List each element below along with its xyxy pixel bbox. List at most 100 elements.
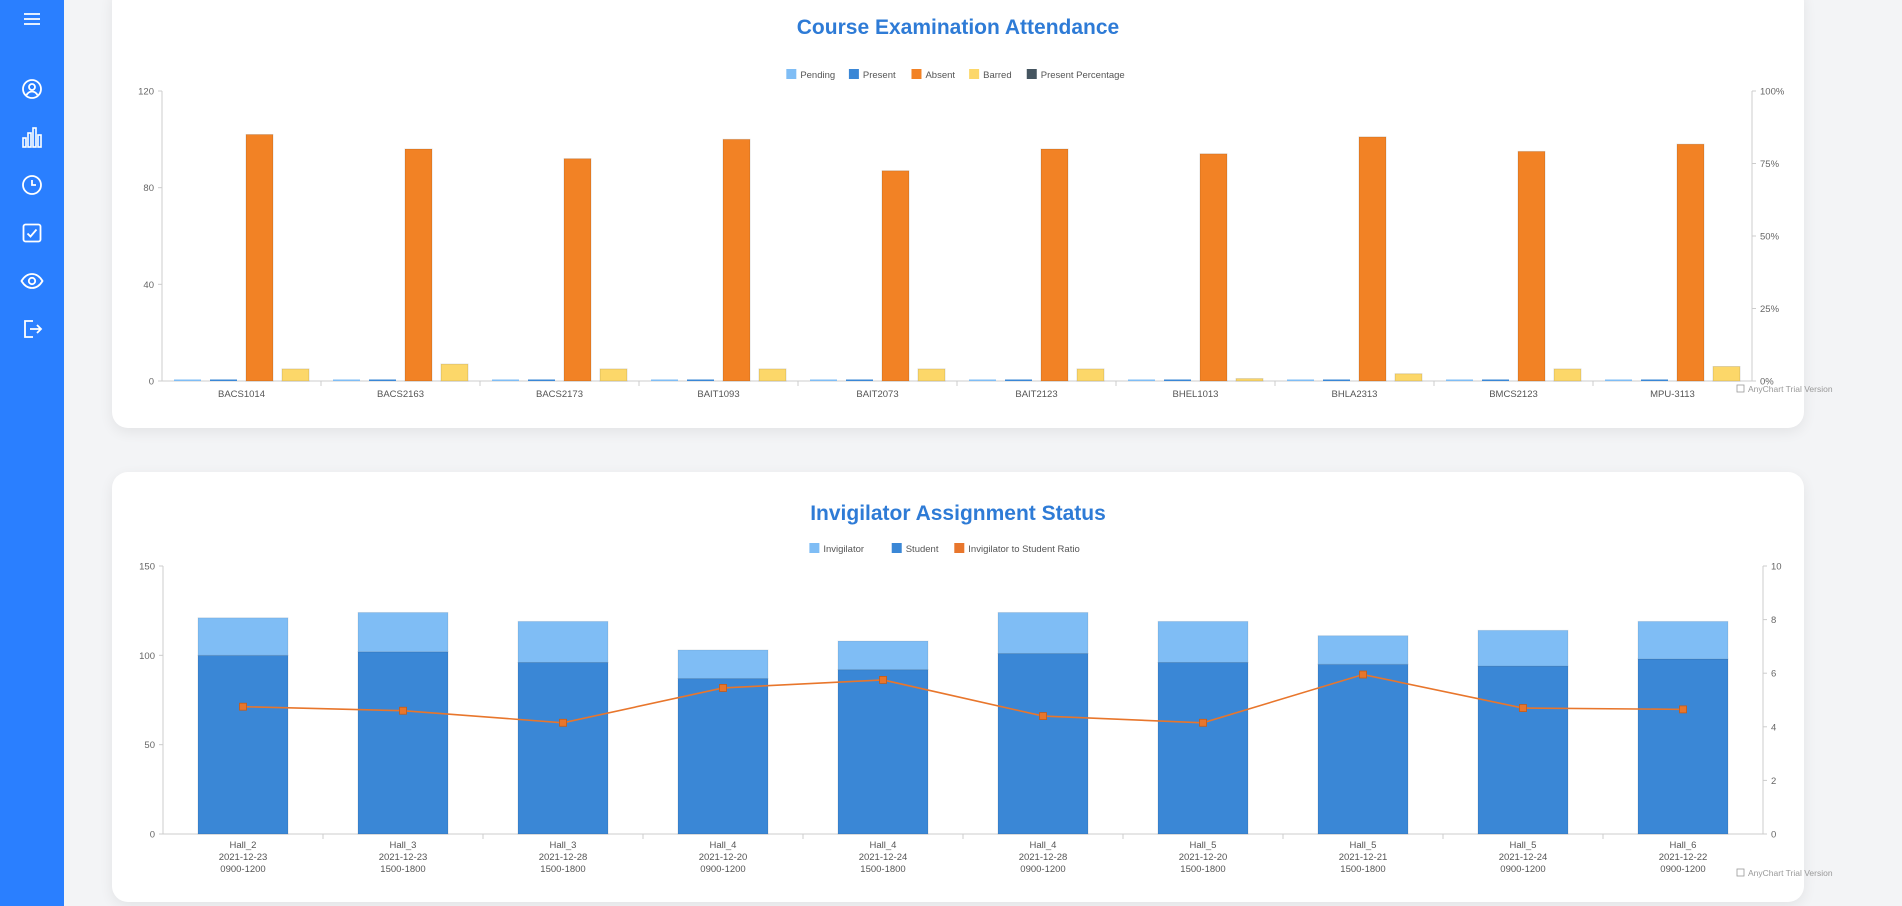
sidebar-item-tasks[interactable] [16, 217, 48, 249]
x-tick-label: Hall_5 [1190, 840, 1217, 851]
x-tick-label: Hall_5 [1510, 840, 1537, 851]
bar-present [1164, 379, 1191, 381]
ratio-marker [399, 706, 407, 715]
x-tick-label: 0900-1200 [220, 864, 265, 875]
x-tick-label: BACS2173 [536, 389, 583, 400]
y-tick-label: 50 [144, 740, 155, 751]
bar-absent [245, 134, 274, 382]
ratio-line [242, 673, 1684, 724]
bar-barred [1553, 368, 1582, 382]
bar-invigilator [1637, 620, 1729, 660]
y2-tick-label: 25% [1760, 304, 1780, 315]
bar-present [1323, 379, 1350, 381]
attendance-chart-card: Course Examination Attendance 0 40 80 120 0%… [112, 0, 1833, 428]
x-tick-label: 1500-1800 [380, 864, 425, 875]
bar-barred [440, 363, 469, 382]
invigilator-chart-card: Invigilator Assignment Status 0 50 100 150 0… [112, 472, 1833, 902]
attendance-chart-title: Course Examination Attendance [796, 16, 1120, 39]
bar-student [357, 651, 449, 835]
x-tick-label: Hall_4 [1030, 840, 1057, 851]
eye-icon [20, 273, 44, 289]
bar-student [677, 678, 769, 835]
bar-present [1641, 379, 1668, 381]
ratio-marker [1519, 704, 1527, 712]
bar-barred [1076, 368, 1105, 382]
y2-tick-label: 0 [1771, 830, 1776, 841]
x-tick-label: 2021-12-28 [1019, 852, 1068, 863]
legend-swatch [954, 543, 965, 553]
x-tick-label: Hall_4 [870, 840, 897, 851]
bar-invigilator [357, 611, 449, 653]
x-tick-label: BACS1014 [218, 389, 265, 400]
anychart-logo-icon [1736, 868, 1745, 877]
menu-button[interactable] [16, 3, 48, 35]
bar-absent [404, 148, 433, 382]
legend-label: Present [863, 70, 896, 81]
legend-label: Student [906, 544, 939, 555]
sidebar-item-statistics[interactable] [16, 121, 48, 153]
ratio-marker [1039, 712, 1047, 720]
sidebar-item-view[interactable] [16, 265, 48, 297]
legend-swatch [969, 69, 980, 79]
main-content: Course Examination Attendance 0 40 80 120 0%… [64, 0, 1902, 906]
bar-student [1317, 663, 1409, 835]
legend-label: Pending [800, 70, 835, 81]
y-tick-label: 80 [143, 183, 154, 194]
checkbox-icon [22, 223, 42, 243]
bar-pending [174, 379, 201, 381]
bar-student [837, 669, 929, 835]
bar-invigilator [1477, 629, 1569, 667]
bar-barred [281, 368, 310, 382]
bar-invigilator [997, 611, 1089, 655]
bar-student [197, 654, 289, 835]
ratio-marker [879, 675, 887, 684]
x-tick-label: 2021-12-20 [699, 852, 748, 863]
menu-icon [24, 13, 40, 25]
legend-swatch [809, 543, 820, 553]
legend-label: Present Percentage [1041, 70, 1125, 81]
legend-label: Invigilator [823, 544, 864, 555]
y2-tick-label: 2 [1771, 776, 1776, 787]
x-tick-label: Hall_4 [710, 840, 737, 851]
ratio-marker [719, 684, 727, 692]
x-tick-label: 0900-1200 [1660, 864, 1705, 875]
bar-student [517, 661, 609, 835]
bar-present [369, 379, 396, 381]
x-tick-label: 1500-1800 [860, 864, 905, 875]
y2-tick-label: 6 [1771, 669, 1776, 680]
x-tick-label: BACS2163 [377, 389, 424, 400]
ratio-marker [239, 702, 247, 711]
bar-student [1637, 658, 1729, 835]
x-tick-label: Hall_3 [550, 840, 577, 851]
legend-swatch [911, 69, 922, 79]
sidebar-item-logout[interactable] [16, 313, 48, 345]
bar-chart-icon [22, 127, 42, 148]
x-tick-label: BAIT1093 [697, 389, 739, 400]
y2-tick-label: 0% [1760, 377, 1774, 388]
bar-pending [651, 379, 678, 381]
legend-swatch [786, 69, 797, 79]
x-tick-label: 2021-12-23 [219, 852, 268, 863]
watermark-label: AnyChart Trial Version [1748, 384, 1833, 394]
bar-invigilator [1157, 620, 1249, 663]
sidebar-item-schedule[interactable] [16, 169, 48, 201]
bar-present [1482, 379, 1509, 381]
x-tick-label: BHLA2313 [1332, 389, 1378, 400]
x-tick-label: 2021-12-28 [539, 852, 588, 863]
x-tick-label: 2021-12-22 [1659, 852, 1708, 863]
bar-barred [1394, 373, 1423, 382]
y-tick-label: 0 [149, 377, 154, 388]
y2-tick-label: 75% [1760, 159, 1780, 170]
bar-absent [1358, 136, 1387, 382]
user-circle-icon [22, 79, 42, 99]
y-tick-label: 150 [139, 562, 155, 573]
anychart-logo-icon [1736, 384, 1745, 393]
sidebar-item-profile[interactable] [16, 73, 48, 105]
ratio-marker [559, 718, 567, 727]
bar-barred [758, 368, 787, 382]
bar-pending [1446, 379, 1473, 381]
bar-student [1477, 665, 1569, 835]
invigilator-chart: 0 50 100 150 0 2 4 6 8 10 Invigilator Student Invigi… [139, 543, 1833, 878]
bar-barred [1235, 378, 1264, 382]
bar-student [997, 653, 1089, 835]
